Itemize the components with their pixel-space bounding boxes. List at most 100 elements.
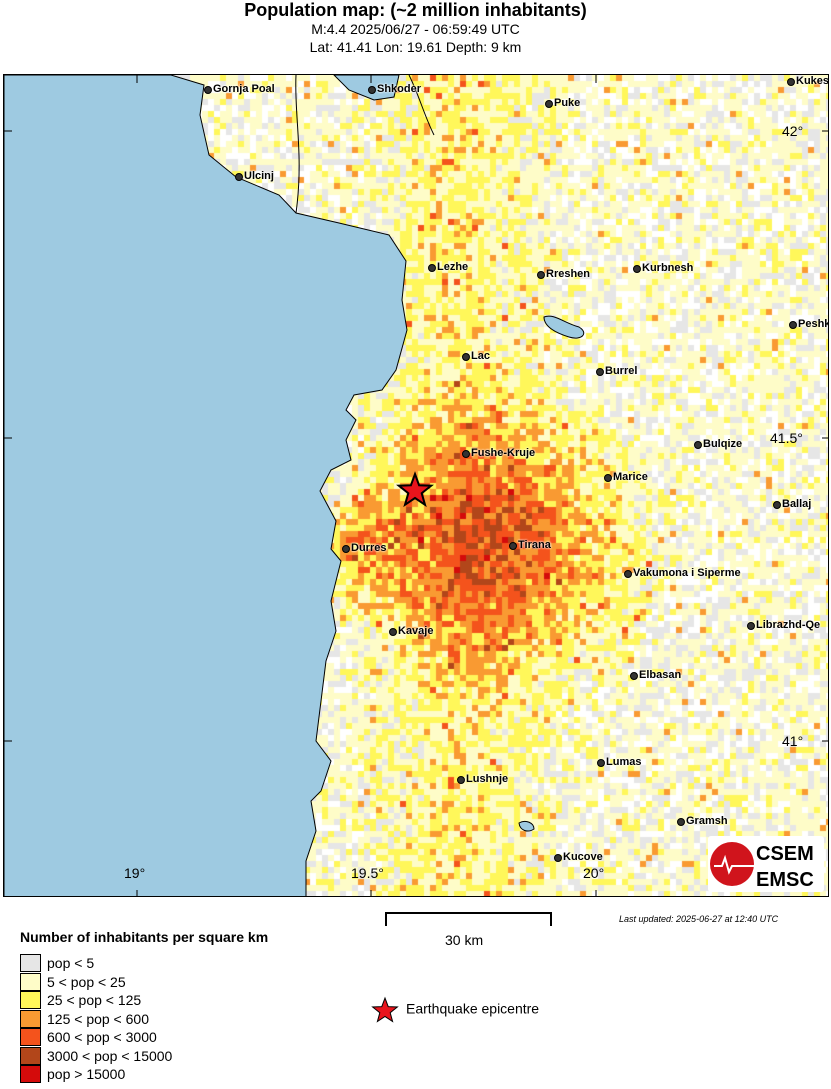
city-name: Shkoder [377,83,422,95]
city-dot-icon [630,672,638,680]
city-dot-icon [554,854,562,862]
legend-swatch [20,954,41,972]
legend-epicentre: Earthquake epicentre [370,995,539,1025]
city-label: Durres [342,542,386,555]
map-overlay [4,75,828,896]
lon-label: 19.5° [351,865,384,881]
city-label: Puke [545,97,580,110]
legend-item: 25 < pop < 125 [20,991,141,1009]
legend-swatch [20,991,41,1009]
city-label: Shkoder [368,83,421,96]
city-name: Gramsh [686,815,728,827]
city-label: Tirana [509,539,551,552]
city-dot-icon [747,622,755,630]
country-border [295,75,435,214]
city-dot-icon [204,86,212,94]
city-name: Elbasan [639,669,682,681]
city-name: Kukes [796,75,829,87]
event-location: Lat: 41.41 Lon: 19.61 Depth: 9 km [309,39,522,55]
city-label: Kurbnesh [633,262,693,275]
legend-label: pop < 5 [47,955,95,971]
legend-swatch [20,1028,41,1046]
lat-label: 41.5° [770,430,803,446]
city-name: Tirana [518,539,551,551]
city-label: Rreshen [537,268,590,281]
city-name: Durres [351,542,387,554]
city-name: Librazhd-Qe [756,619,821,631]
lake-shkoder [333,75,400,101]
city-dot-icon [633,265,641,273]
city-dot-icon [537,271,545,279]
city-label: Kavaje [389,625,433,638]
population-map: Gornja Poal Shkoder Puke Kukes Ulcinj Lezhe Rr… [3,74,829,897]
city-name: Puke [554,97,581,109]
legend-item: 600 < pop < 3000 [20,1028,157,1046]
city-name: Marice [613,471,648,483]
city-label: Peshk [789,318,829,331]
legend-swatch [20,972,41,991]
city-dot-icon [789,321,797,329]
city-label: Gornja Poal [204,83,275,96]
lon-label: 20° [583,865,605,881]
city-label: Ulcinj [235,170,274,183]
legend-label: 600 < pop < 3000 [47,1029,157,1045]
city-name: Fushe-Kruje [471,447,536,459]
city-label: Lezhe [428,261,468,274]
lat-label: 42° [782,123,804,139]
legend-item: pop > 15000 [20,1065,125,1083]
legend-label: 125 < pop < 600 [47,1010,149,1027]
svg-text:CSEM: CSEM [756,843,814,865]
city-dot-icon [509,542,517,550]
sea [4,75,408,896]
city-name: Rreshen [546,268,591,280]
lon-tick [4,75,828,896]
city-label: Vakumona i Siperme [624,567,741,580]
city-label: Lac [462,350,490,363]
legend-item: 5 < pop < 25 [20,972,126,991]
city-dot-icon [457,776,465,784]
city-label: Bulqize [694,438,742,451]
city-dot-icon [545,100,553,108]
city-name: Kavaje [398,625,434,637]
city-dot-icon [787,78,795,86]
city-dot-icon [462,353,470,361]
legend-title: Number of inhabitants per square km [20,929,269,945]
lake [543,315,585,339]
city-label: Burrel [596,365,637,378]
city-name: Kurbnesh [642,262,694,274]
city-label: Gramsh [677,815,728,828]
legend-swatch [20,1065,41,1083]
city-label: Lumas [597,756,641,769]
legend-label: pop > 15000 [47,1066,126,1082]
city-dot-icon [624,570,632,578]
scale-label: 30 km [445,932,484,948]
legend-item: 3000 < pop < 15000 [20,1046,173,1065]
city-label: Kucove [554,851,603,864]
city-dot-icon [389,628,397,636]
city-dot-icon [597,759,605,767]
city-label: Lushnje [457,773,508,786]
city-name: Vakumona i Siperme [633,567,741,579]
city-name: Lac [471,350,490,362]
city-dot-icon [677,818,685,826]
city-dot-icon [604,474,612,482]
city-name: Lushnje [466,773,509,785]
city-dot-icon [596,368,604,376]
city-name: Burrel [605,365,638,377]
legend-swatch [20,1009,41,1028]
svg-text:EMSC: EMSC [756,869,814,891]
legend-label: 5 < pop < 25 [47,973,126,990]
city-dot-icon [773,501,781,509]
scale-bar [385,912,552,926]
city-dot-icon [342,545,350,553]
city-name: Gornja Poal [213,83,275,95]
epicentre-label: Earthquake epicentre [406,1000,540,1017]
event-info: M:4.4 2025/06/27 - 06:59:49 UTC [311,21,520,37]
city-dot-icon [428,264,436,272]
legend-label: 3000 < pop < 15000 [47,1047,173,1064]
city-name: Peshk [798,318,829,330]
city-name: Bulqize [703,438,743,450]
city-name: Lezhe [437,261,469,273]
city-label: Kukes [787,75,829,88]
city-dot-icon [235,173,243,181]
